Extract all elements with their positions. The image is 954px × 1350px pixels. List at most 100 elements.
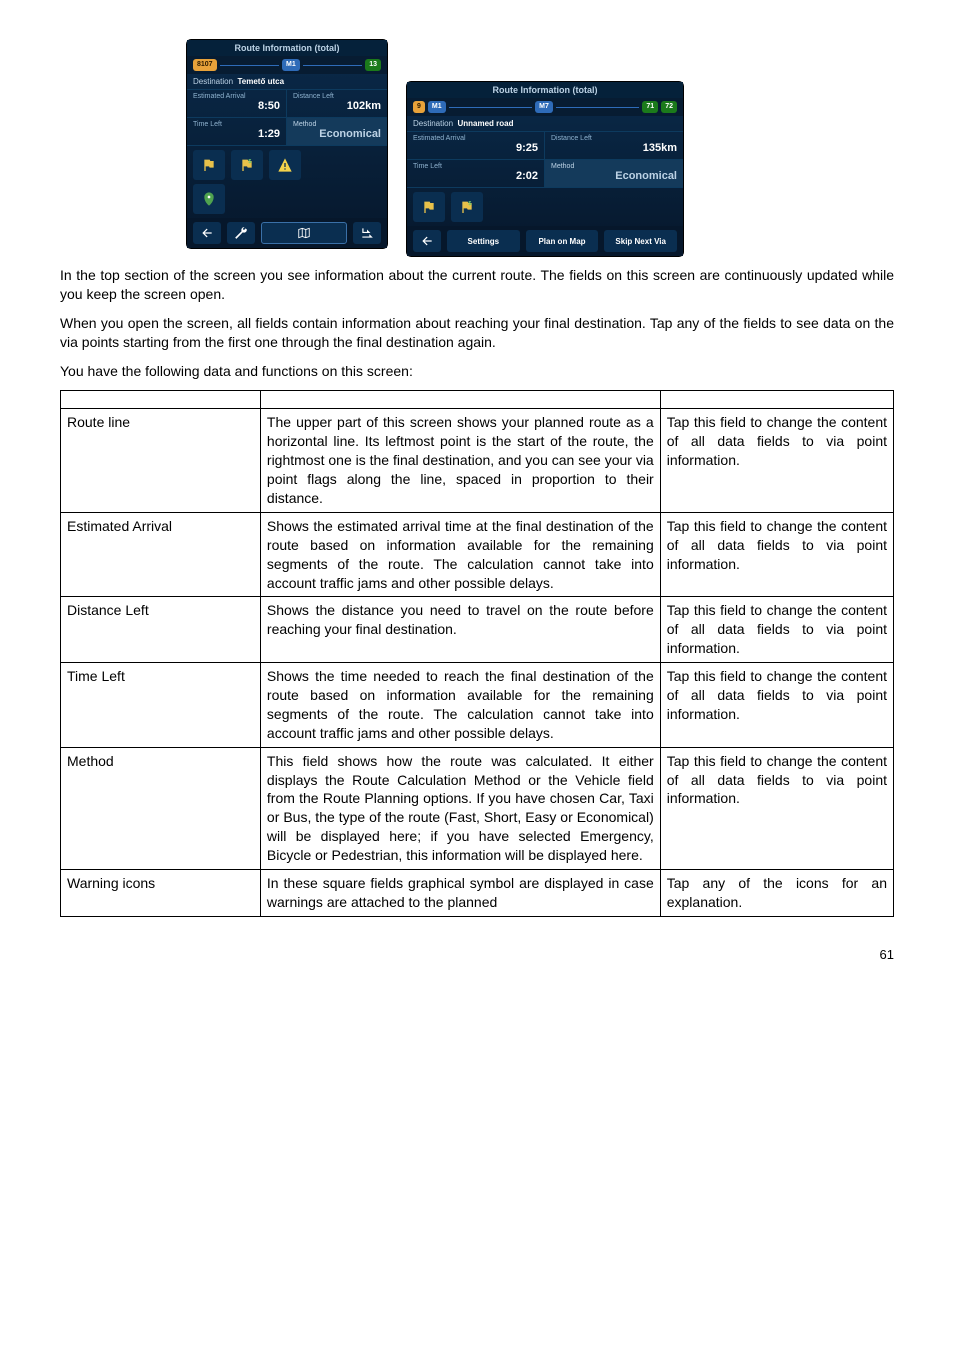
svg-text:$: $ <box>468 201 471 207</box>
cell-label: Estimated Arrival <box>193 93 280 100</box>
table-row: Warning iconsIn these square fields grap… <box>61 870 894 917</box>
cell-distance-left[interactable]: Distance Left 135km <box>545 132 683 160</box>
route-dash <box>449 107 533 108</box>
row-description: The upper part of this screen shows your… <box>260 409 660 512</box>
table-row: Estimated ArrivalShows the estimated arr… <box>61 512 894 597</box>
row-action: Tap this field to change the content of … <box>660 663 893 748</box>
destination-row-b: Destination Unnamed road <box>407 116 683 131</box>
route-dash <box>220 65 279 66</box>
screenshots-container: Route Information (total) 8107 M1 13 Des… <box>187 40 894 256</box>
row-action: Tap this field to change the content of … <box>660 409 893 512</box>
paragraph-1: In the top section of the screen you see… <box>60 266 894 304</box>
plan-on-map-button[interactable]: Plan on Map <box>526 230 599 252</box>
flag-icon[interactable] <box>193 150 225 180</box>
destination-value: Unnamed road <box>457 119 513 128</box>
row-name: Estimated Arrival <box>61 512 261 597</box>
flag-icon[interactable] <box>413 192 445 222</box>
warning-icon-row-a2 <box>187 184 387 218</box>
table-header-row <box>61 391 894 409</box>
info-grid-b: Estimated Arrival 9:25 Distance Left 135… <box>407 131 683 188</box>
route-line-b[interactable]: 9 M1 M7 71 72 <box>407 98 683 116</box>
back-arrow-icon[interactable] <box>413 230 441 252</box>
route-badge: M1 <box>428 101 446 113</box>
paragraph-2: When you open the screen, all fields con… <box>60 314 894 352</box>
cell-method[interactable]: Method Economical <box>287 118 387 146</box>
warning-icon-row-a1: $ <box>187 146 387 184</box>
flag-dollar-icon[interactable]: $ <box>451 192 483 222</box>
cell-time-left[interactable]: Time Left 1:29 <box>187 118 287 146</box>
cell-label: Time Left <box>413 163 538 170</box>
route-badge: M1 <box>282 59 300 71</box>
cell-value: 8:50 <box>193 100 280 112</box>
section-icon[interactable] <box>193 184 225 214</box>
destination-row-a: Destination Temető utca <box>187 74 387 89</box>
table-row: MethodThis field shows how the route was… <box>61 747 894 869</box>
route-info-panel-a: Route Information (total) 8107 M1 13 Des… <box>187 40 387 248</box>
cell-estimated-arrival[interactable]: Estimated Arrival 8:50 <box>187 90 287 118</box>
cell-value: 135km <box>551 142 677 154</box>
table-row: Route lineThe upper part of this screen … <box>61 409 894 512</box>
row-action: Tap this field to change the content of … <box>660 597 893 663</box>
route-line-a[interactable]: 8107 M1 13 <box>187 56 387 74</box>
cell-value: Economical <box>293 128 381 140</box>
cell-distance-left[interactable]: Distance Left 102km <box>287 90 387 118</box>
skip-icon[interactable] <box>353 222 381 244</box>
row-description: This field shows how the route was calcu… <box>260 747 660 869</box>
cell-label: Method <box>293 121 381 128</box>
warning-icon-row-b: $ <box>407 188 683 226</box>
row-name: Distance Left <box>61 597 261 663</box>
skip-next-via-button[interactable]: Skip Next Via <box>604 230 677 252</box>
route-info-panel-b: Route Information (total) 9 M1 M7 71 72 … <box>407 82 683 256</box>
row-description: Shows the distance you need to travel on… <box>260 597 660 663</box>
destination-label: Destination <box>193 77 233 86</box>
cell-value: 9:25 <box>413 142 538 154</box>
cell-label: Method <box>551 163 677 170</box>
row-name: Time Left <box>61 663 261 748</box>
table-row: Distance LeftShows the distance you need… <box>61 597 894 663</box>
info-grid-a: Estimated Arrival 8:50 Distance Left 102… <box>187 89 387 146</box>
warning-triangle-icon[interactable] <box>269 150 301 180</box>
paragraph-3: You have the following data and function… <box>60 362 894 381</box>
cell-time-left[interactable]: Time Left 2:02 <box>407 160 545 188</box>
route-info-table: Route lineThe upper part of this screen … <box>60 390 894 916</box>
table-header-empty <box>61 391 261 409</box>
row-name: Route line <box>61 409 261 512</box>
svg-text:$: $ <box>248 159 251 165</box>
page-number: 61 <box>60 947 894 962</box>
table-row: Time LeftShows the time needed to reach … <box>61 663 894 748</box>
panel-a-header: Route Information (total) <box>187 40 387 56</box>
route-dash <box>303 65 362 66</box>
row-description: In these square fields graphical symbol … <box>260 870 660 917</box>
row-description: Shows the estimated arrival time at the … <box>260 512 660 597</box>
cell-label: Estimated Arrival <box>413 135 538 142</box>
cell-label: Distance Left <box>293 93 381 100</box>
route-badge: M7 <box>535 101 553 113</box>
table-header-empty <box>260 391 660 409</box>
map-icon[interactable] <box>261 222 347 244</box>
row-action: Tap this field to change the content of … <box>660 512 893 597</box>
wrench-icon[interactable] <box>227 222 255 244</box>
cell-method[interactable]: Method Economical <box>545 160 683 188</box>
row-description: Shows the time needed to reach the final… <box>260 663 660 748</box>
table-header-empty <box>660 391 893 409</box>
route-badge: 9 <box>413 101 425 113</box>
settings-button[interactable]: Settings <box>447 230 520 252</box>
cell-estimated-arrival[interactable]: Estimated Arrival 9:25 <box>407 132 545 160</box>
destination-label: Destination <box>413 119 453 128</box>
cell-value: Economical <box>551 170 677 182</box>
back-arrow-icon[interactable] <box>193 222 221 244</box>
route-dash <box>556 107 640 108</box>
destination-value: Temető utca <box>237 77 284 86</box>
cell-label: Time Left <box>193 121 280 128</box>
footer-row-a <box>187 218 387 248</box>
cell-value: 102km <box>293 100 381 112</box>
route-badge: 71 <box>642 101 658 113</box>
flag-dollar-icon[interactable]: $ <box>231 150 263 180</box>
row-name: Method <box>61 747 261 869</box>
route-badge: 72 <box>661 101 677 113</box>
row-action: Tap any of the icons for an explanation. <box>660 870 893 917</box>
row-action: Tap this field to change the content of … <box>660 747 893 869</box>
route-badge: 8107 <box>193 59 217 71</box>
row-name: Warning icons <box>61 870 261 917</box>
footer-row-b: Settings Plan on Map Skip Next Via <box>407 226 683 256</box>
